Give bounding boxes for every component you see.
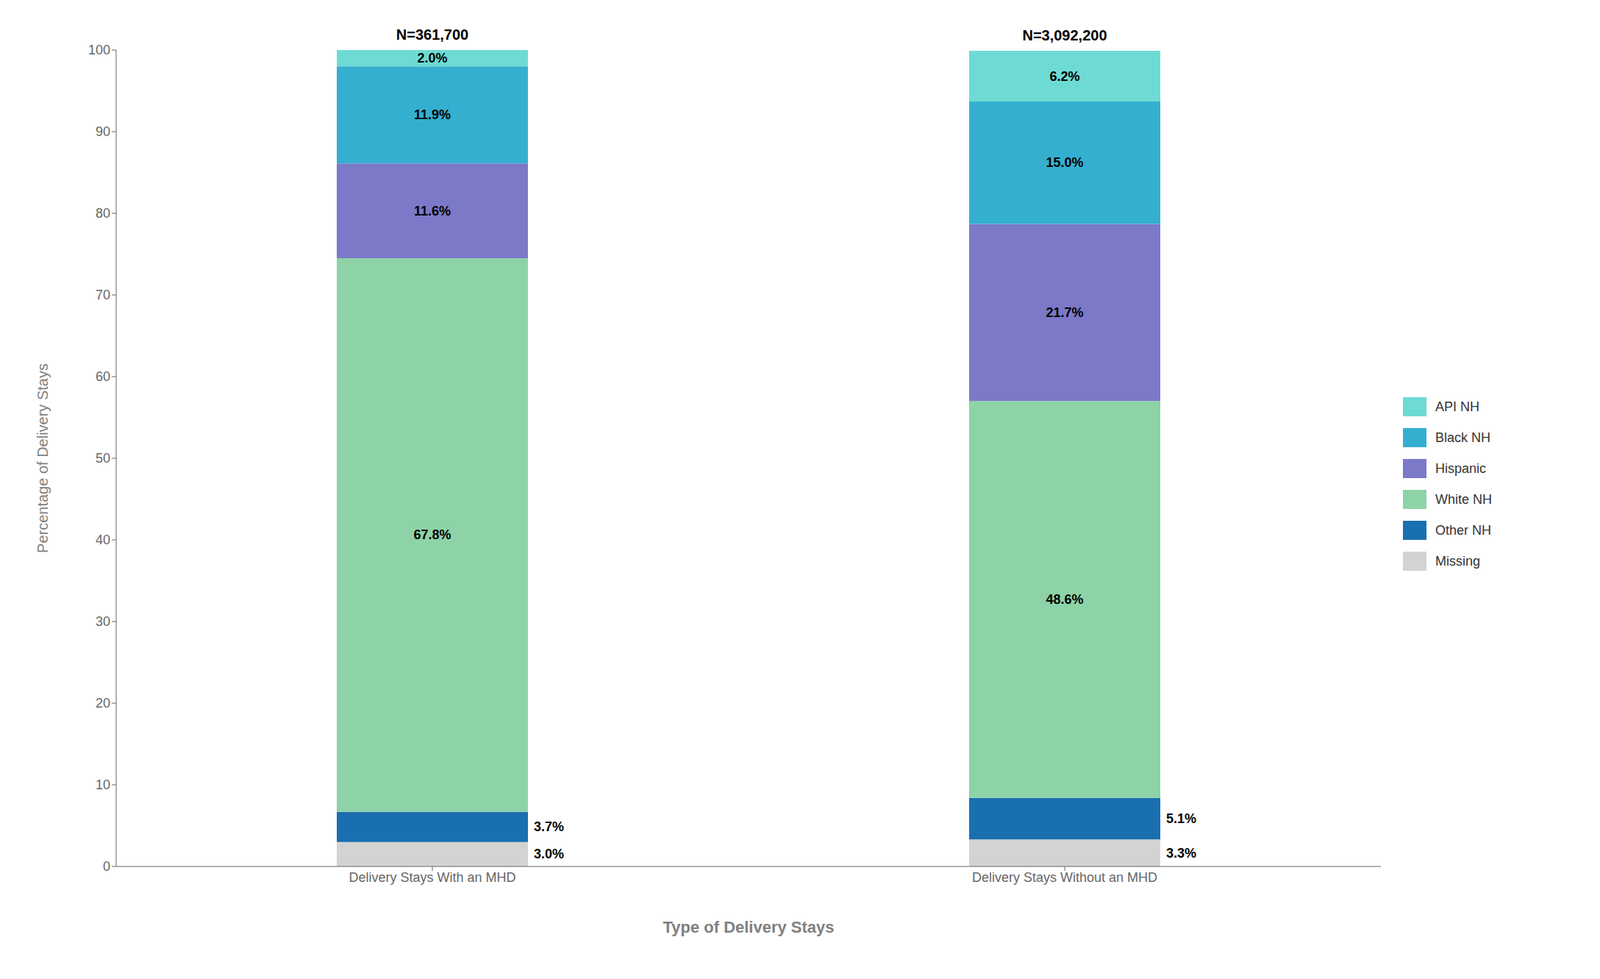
svg-text:Delivery Stays With an MHD: Delivery Stays With an MHD (348, 869, 516, 885)
svg-text:70: 70 (95, 287, 111, 303)
svg-text:11.9%: 11.9% (413, 107, 451, 123)
svg-text:3.3%: 3.3% (1166, 845, 1197, 861)
html-text:Black NH: Black NH (1435, 429, 1491, 445)
svg-text:Delivery Stays Without an MHD: Delivery Stays Without an MHD (972, 869, 1158, 885)
html-text:White NH: White NH (1435, 491, 1492, 507)
html-text:Hispanic: Hispanic (1435, 460, 1487, 476)
svg-text:67.8%: 67.8% (413, 527, 451, 542)
html-text:API NH: API NH (1435, 398, 1480, 414)
svg-text:5.1%: 5.1% (1166, 811, 1197, 826)
svg-text:3.0%: 3.0% (533, 846, 564, 862)
svg-text:3.7%: 3.7% (533, 819, 564, 834)
svg-text:0: 0 (102, 858, 111, 874)
svg-text:48.6%: 48.6% (1045, 591, 1084, 607)
svg-text:80: 80 (95, 205, 111, 221)
svg-text:6.2%: 6.2% (1049, 69, 1080, 84)
svg-text:30: 30 (95, 613, 111, 629)
svg-text:15.0%: 15.0% (1045, 155, 1084, 170)
svg-text:40: 40 (95, 532, 111, 548)
html-text:Other NH: Other NH (1435, 522, 1492, 538)
svg-text:20: 20 (95, 695, 111, 711)
svg-text:60: 60 (95, 369, 111, 384)
svg-text:N=361,700: N=361,700 (396, 26, 469, 43)
svg-text:N=3,092,200: N=3,092,200 (1022, 27, 1107, 44)
svg-text:Percentage of Delivery Stays: Percentage of Delivery Stays (34, 363, 51, 553)
html-text:Missing: Missing (1435, 553, 1481, 569)
svg-text:10: 10 (95, 777, 111, 792)
svg-text:Type of Delivery Stays: Type of Delivery Stays (662, 917, 834, 937)
svg-text:2.0%: 2.0% (416, 50, 448, 66)
svg-text:11.6%: 11.6% (413, 203, 451, 219)
svg-text:90: 90 (95, 124, 111, 139)
svg-text:100: 100 (88, 42, 111, 58)
svg-text:50: 50 (95, 450, 111, 466)
svg-text:21.7%: 21.7% (1045, 305, 1084, 320)
